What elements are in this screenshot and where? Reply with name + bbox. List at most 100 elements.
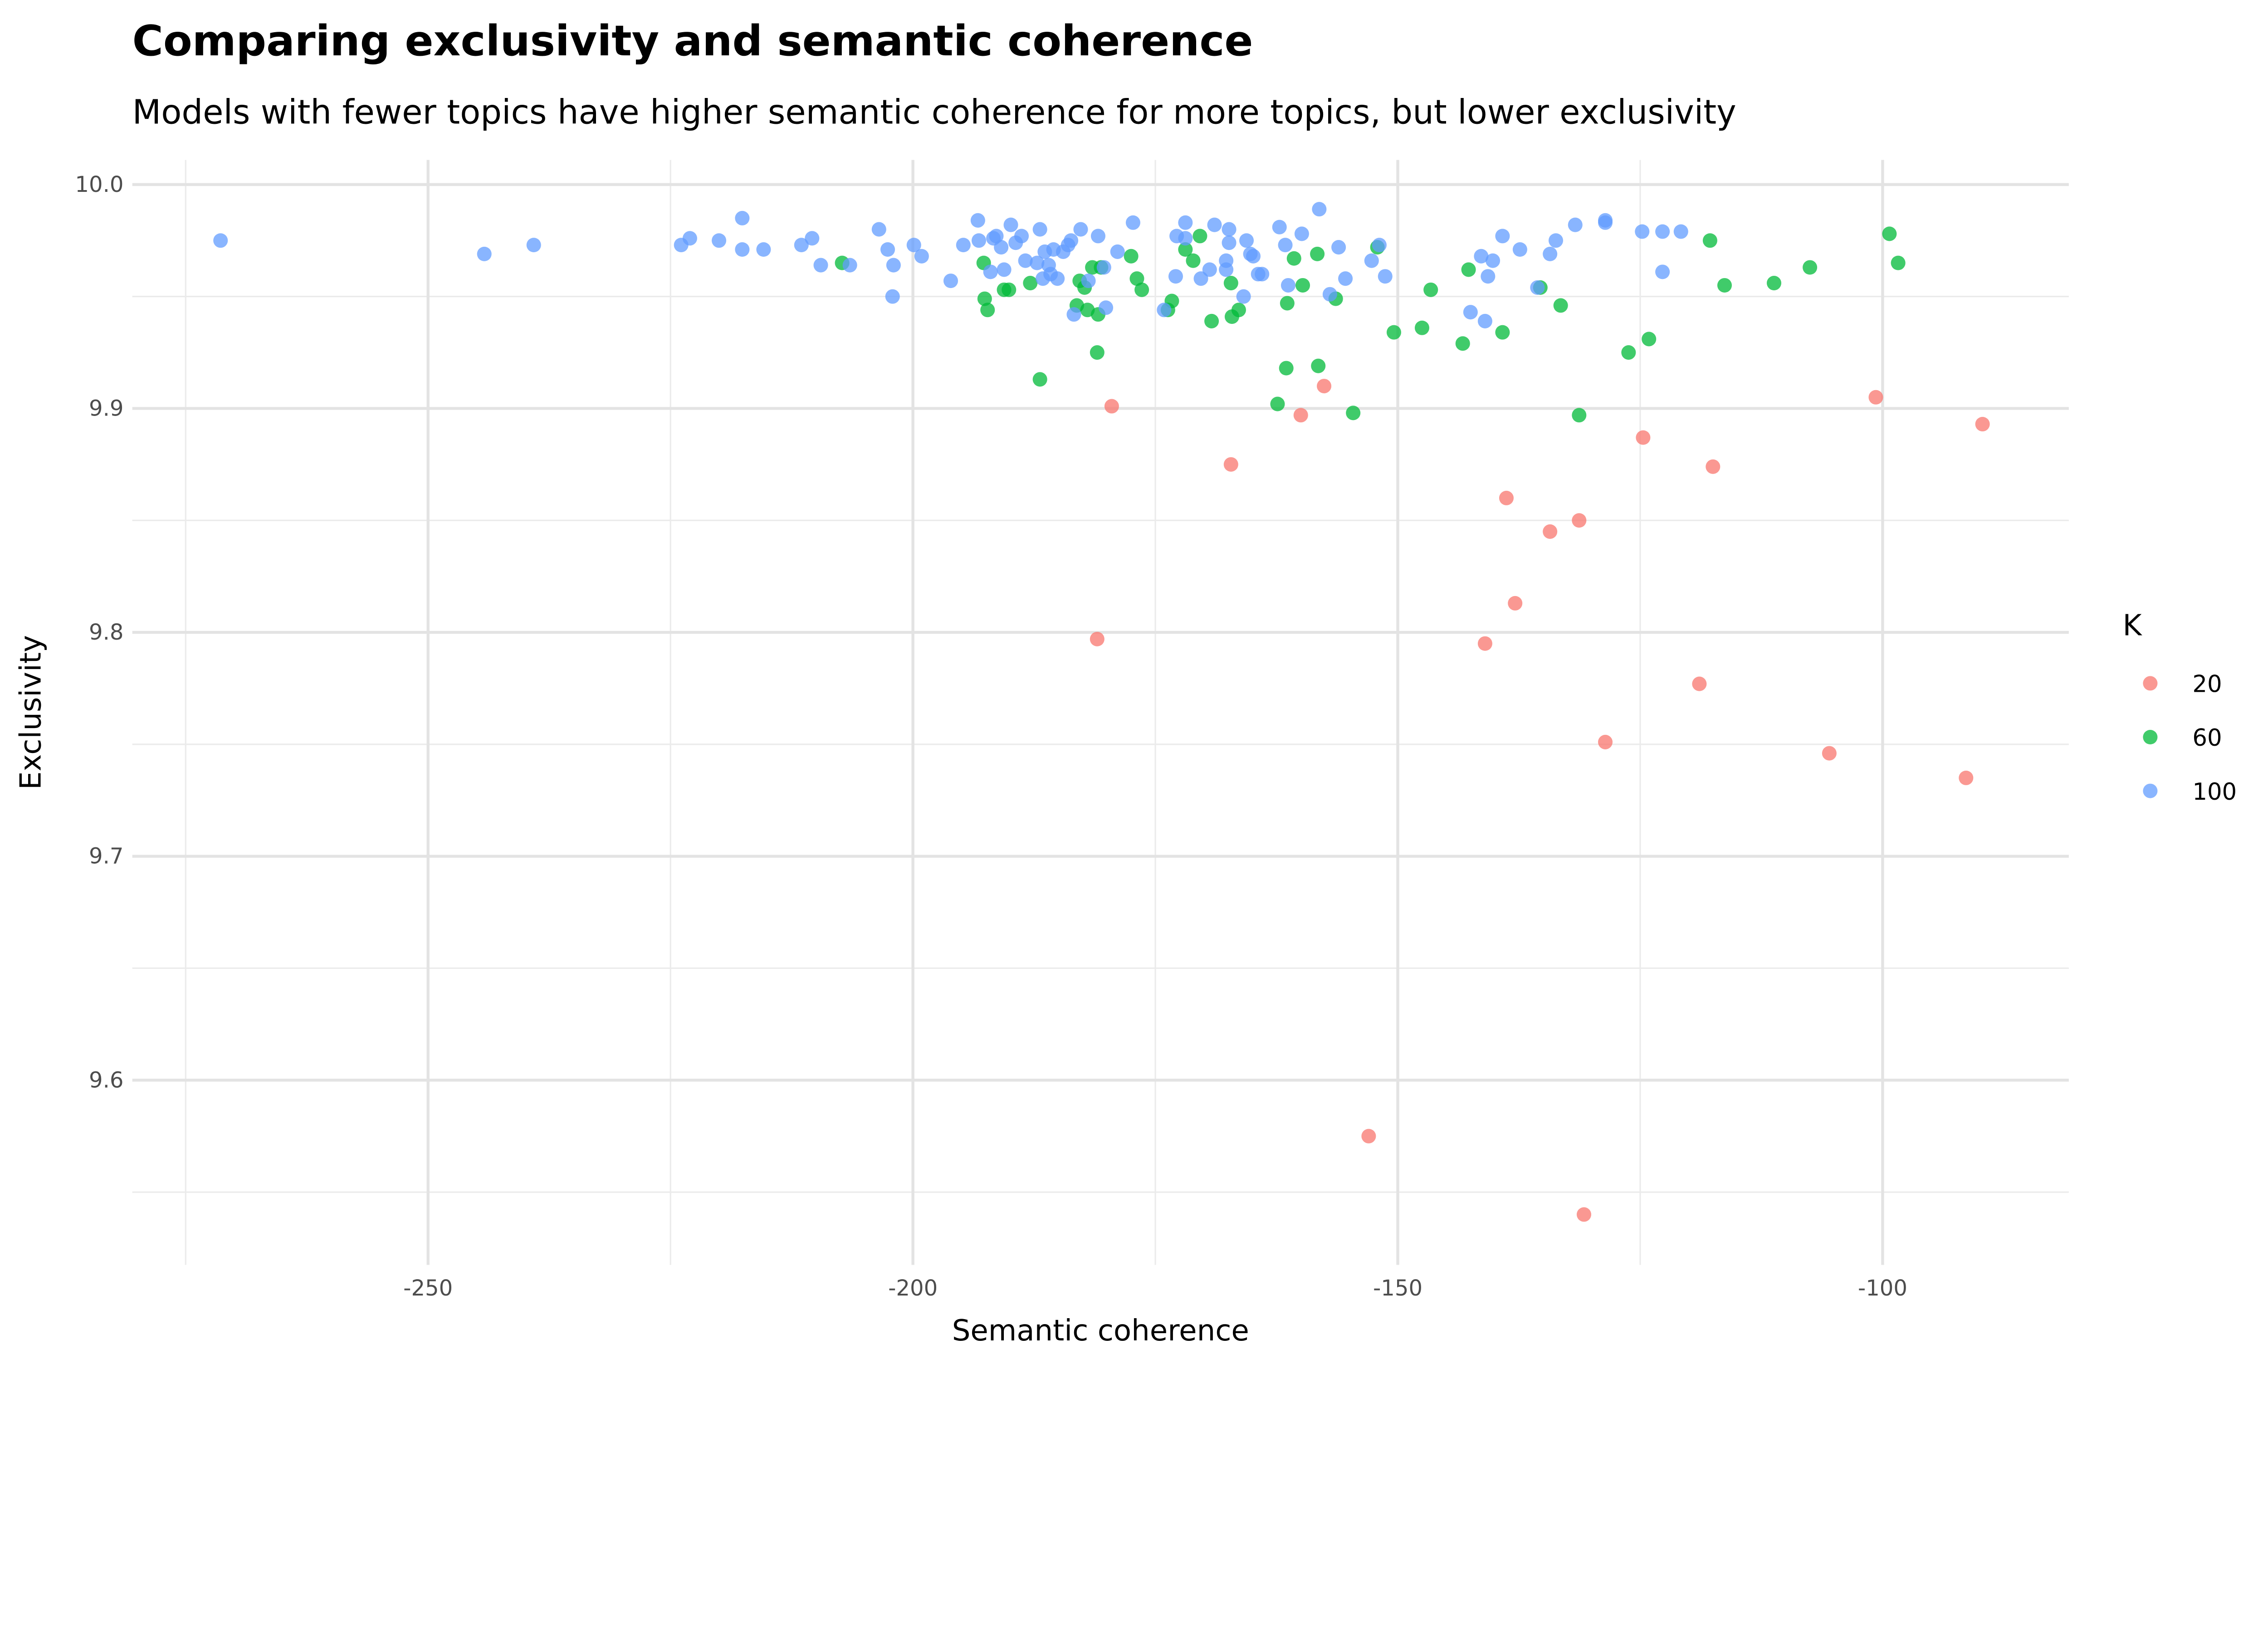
point-k60 xyxy=(977,291,992,306)
point-k100 xyxy=(983,264,998,279)
point-k100 xyxy=(1157,303,1172,318)
point-k100 xyxy=(1322,287,1337,302)
point-k100 xyxy=(1219,262,1234,277)
x-tick-label: -150 xyxy=(1373,1276,1422,1301)
x-tick-label: -200 xyxy=(888,1276,938,1301)
point-k100 xyxy=(735,242,750,257)
point-k100 xyxy=(1064,233,1079,248)
point-k100 xyxy=(1032,222,1047,237)
legend-key-60 xyxy=(2143,729,2158,745)
point-k100 xyxy=(1477,313,1492,328)
point-k60 xyxy=(1193,229,1207,244)
point-k60 xyxy=(1461,262,1476,277)
point-k100 xyxy=(1512,242,1527,257)
point-k100 xyxy=(526,238,541,253)
point-k100 xyxy=(970,213,985,228)
point-k100 xyxy=(1338,271,1353,286)
point-k100 xyxy=(994,240,1009,255)
point-k20 xyxy=(1293,408,1308,423)
point-k100 xyxy=(1255,267,1270,282)
point-k100 xyxy=(1099,300,1114,315)
point-k100 xyxy=(813,258,828,273)
point-k60 xyxy=(1311,358,1326,373)
point-k100 xyxy=(956,238,971,253)
point-k100 xyxy=(477,246,492,261)
y-tick-label: 9.9 xyxy=(89,396,123,421)
point-k100 xyxy=(1568,217,1583,232)
point-k100 xyxy=(1003,217,1018,232)
point-k100 xyxy=(1030,255,1045,270)
point-k60 xyxy=(1279,361,1294,376)
point-k100 xyxy=(914,249,929,264)
y-axis-label: Exclusivity xyxy=(15,635,48,790)
chart-title: Comparing exclusivity and semantic coher… xyxy=(132,16,1253,65)
point-k100 xyxy=(1222,222,1237,237)
point-k20 xyxy=(1090,631,1105,646)
point-k100 xyxy=(1207,217,1222,232)
point-k100 xyxy=(1178,215,1193,230)
point-k100 xyxy=(1066,307,1081,322)
point-k20 xyxy=(1822,746,1837,761)
point-k20 xyxy=(1598,734,1613,749)
point-k100 xyxy=(712,233,727,248)
point-k100 xyxy=(1193,271,1208,286)
point-k100 xyxy=(885,289,900,304)
point-k100 xyxy=(1236,289,1251,304)
point-k20 xyxy=(1499,490,1514,505)
point-k100 xyxy=(1202,262,1217,277)
point-k60 xyxy=(1231,303,1246,318)
point-k60 xyxy=(1178,242,1193,257)
legend-label-100: 100 xyxy=(2192,778,2237,806)
y-tick-label: 9.6 xyxy=(89,1067,123,1093)
point-k60 xyxy=(1270,396,1285,411)
legend: K 20 60 100 xyxy=(2122,609,2237,806)
point-k100 xyxy=(756,242,771,257)
point-k100 xyxy=(906,238,921,253)
point-k60 xyxy=(1621,345,1636,360)
point-k60 xyxy=(1495,325,1510,340)
legend-key-100 xyxy=(2143,783,2158,798)
point-k60 xyxy=(1717,278,1732,293)
y-tick-label: 9.8 xyxy=(89,620,123,645)
point-k100 xyxy=(1481,269,1496,284)
point-k100 xyxy=(989,229,1004,244)
point-k60 xyxy=(1572,408,1587,423)
point-k60 xyxy=(1423,282,1438,297)
point-k60 xyxy=(1090,345,1105,360)
point-k100 xyxy=(1655,224,1670,239)
point-k100 xyxy=(1486,253,1501,268)
point-k100 xyxy=(1090,229,1105,244)
point-k100 xyxy=(871,222,886,237)
point-k60 xyxy=(980,303,995,318)
point-k100 xyxy=(213,233,228,248)
point-k20 xyxy=(1508,596,1523,611)
point-k100 xyxy=(1073,222,1088,237)
point-k100 xyxy=(1378,269,1393,284)
point-k100 xyxy=(1530,280,1545,295)
point-k100 xyxy=(1294,226,1309,241)
point-k60 xyxy=(1186,253,1201,268)
point-k20 xyxy=(1543,524,1558,539)
point-k100 xyxy=(805,231,820,246)
point-k60 xyxy=(1129,271,1144,286)
gridlines xyxy=(132,160,2069,1265)
point-k100 xyxy=(880,242,895,257)
point-k100 xyxy=(1548,233,1564,248)
point-k100 xyxy=(1495,229,1510,244)
point-k60 xyxy=(1766,276,1782,291)
point-k60 xyxy=(1223,276,1238,291)
legend-label-20: 20 xyxy=(2192,671,2222,698)
x-axis-label: Semantic coherence xyxy=(952,1314,1249,1348)
point-k100 xyxy=(1018,253,1033,268)
point-k20 xyxy=(1959,770,1974,785)
point-k60 xyxy=(1002,282,1017,297)
point-k100 xyxy=(682,231,697,246)
point-k60 xyxy=(1023,276,1038,291)
point-k60 xyxy=(1134,282,1149,297)
point-k60 xyxy=(1346,406,1361,420)
legend-key-20 xyxy=(2143,676,2158,691)
point-k100 xyxy=(1474,249,1489,264)
y-tick-label: 10.0 xyxy=(75,172,123,197)
point-k20 xyxy=(1692,676,1707,691)
point-k20 xyxy=(1572,513,1587,528)
